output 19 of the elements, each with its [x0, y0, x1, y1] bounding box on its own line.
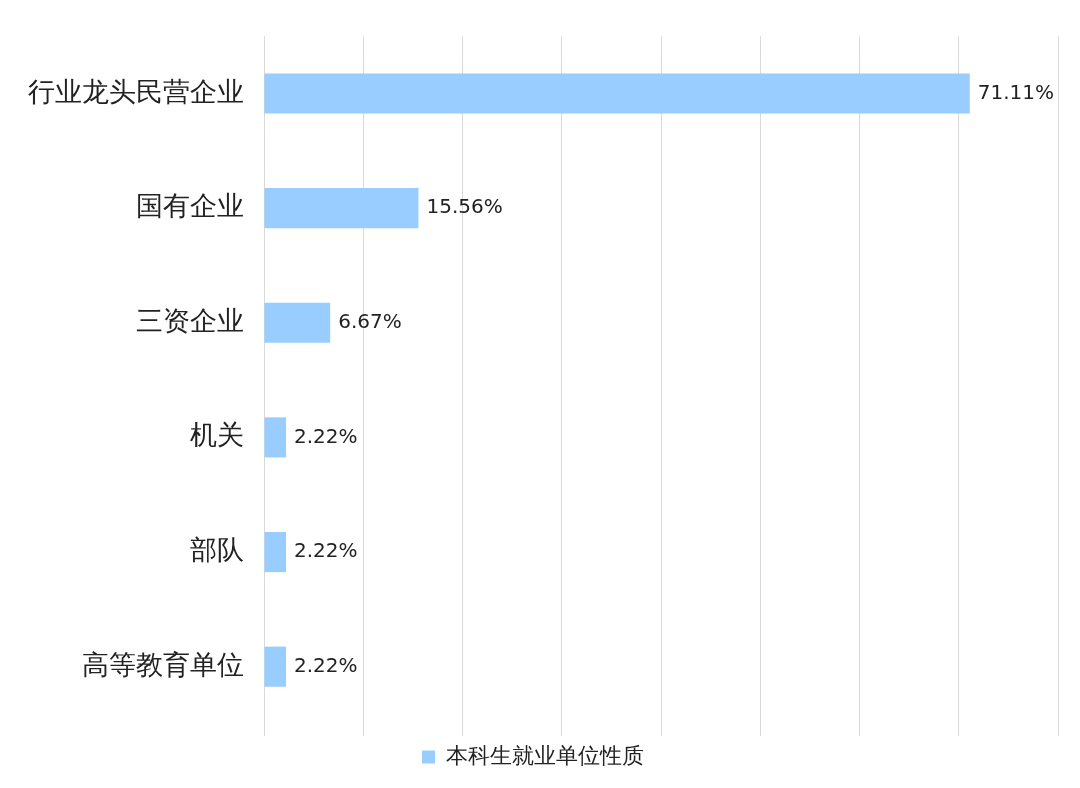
bar [264, 302, 331, 343]
data-label: 2.22% [294, 538, 358, 563]
bar [264, 417, 287, 458]
data-label: 71.11% [977, 79, 1055, 104]
data-label: 2.22% [294, 652, 358, 677]
y-tick-label: 部队 [190, 534, 244, 566]
data-label: 2.22% [294, 423, 358, 448]
y-tick-label: 三资企业 [136, 304, 244, 336]
y-tick-label: 行业龙头民营企业 [28, 75, 244, 107]
legend-label: 本科生就业单位性质 [446, 742, 644, 768]
y-tick-label: 高等教育单位 [82, 648, 244, 680]
bar [264, 646, 287, 687]
bar [264, 531, 287, 573]
y-tick-label: 国有企业 [136, 190, 244, 222]
bar [264, 188, 419, 229]
y-tick-label: 机关 [190, 419, 244, 451]
bar [264, 73, 970, 114]
data-label: 15.56% [426, 194, 503, 219]
data-label: 6.67% [338, 308, 402, 333]
